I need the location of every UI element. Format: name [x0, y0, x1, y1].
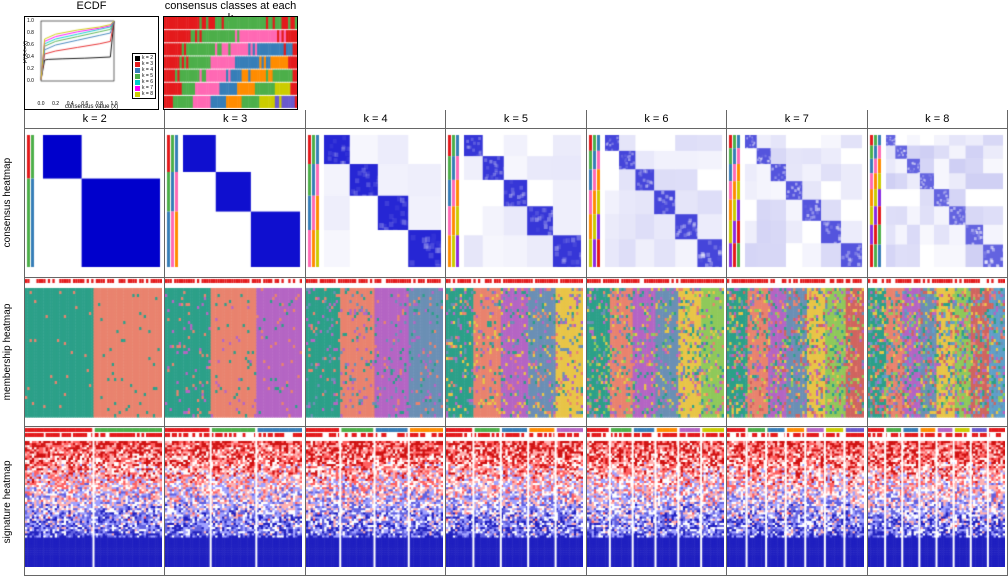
classes-title: consensus classes at each k	[163, 0, 298, 16]
col-header-k8: k = 8	[868, 110, 1007, 128]
membership-cell-k7	[727, 277, 866, 426]
membership-cell-k3	[165, 277, 304, 426]
col-header-k5: k = 5	[446, 110, 585, 128]
ecdf-title: ECDF	[24, 0, 159, 16]
consensus-cell-k6	[587, 128, 726, 277]
row-label-consensus: consensus heatmap	[0, 128, 24, 277]
consensus-cell-k7	[727, 128, 866, 277]
col-header-k3: k = 3	[165, 110, 304, 128]
consensus-cell-k3	[165, 128, 304, 277]
consensus-cell-k4	[306, 128, 445, 277]
col-header-k7: k = 7	[727, 110, 866, 128]
signature-cell-k6	[587, 426, 726, 576]
col-header-k6: k = 6	[587, 110, 726, 128]
row-label-signature: signature heatmap	[0, 427, 24, 576]
membership-cell-k2	[25, 277, 164, 426]
ecdf-plot: P(X<=x) consensus value (x) k = 2k = 3k …	[24, 16, 159, 110]
membership-cell-k5	[446, 277, 585, 426]
signature-cell-k8	[868, 426, 1007, 576]
consensus-cell-k2	[25, 128, 164, 277]
membership-cell-k6	[587, 277, 726, 426]
membership-cell-k4	[306, 277, 445, 426]
membership-cell-k8	[868, 277, 1007, 426]
row-label-membership: membership heatmap	[0, 277, 24, 426]
ecdf-legend: k = 2k = 3k = 4k = 5k = 6k = 7k = 8	[132, 53, 156, 99]
signature-cell-k5	[446, 426, 585, 576]
col-header-k2: k = 2	[25, 110, 164, 128]
signature-cell-k3	[165, 426, 304, 576]
signature-cell-k4	[306, 426, 445, 576]
col-header-k4: k = 4	[306, 110, 445, 128]
consensus-cell-k8	[868, 128, 1007, 277]
signature-cell-k7	[727, 426, 866, 576]
consensus-cell-k5	[446, 128, 585, 277]
signature-cell-k2	[25, 426, 164, 576]
classes-plot	[163, 16, 298, 110]
